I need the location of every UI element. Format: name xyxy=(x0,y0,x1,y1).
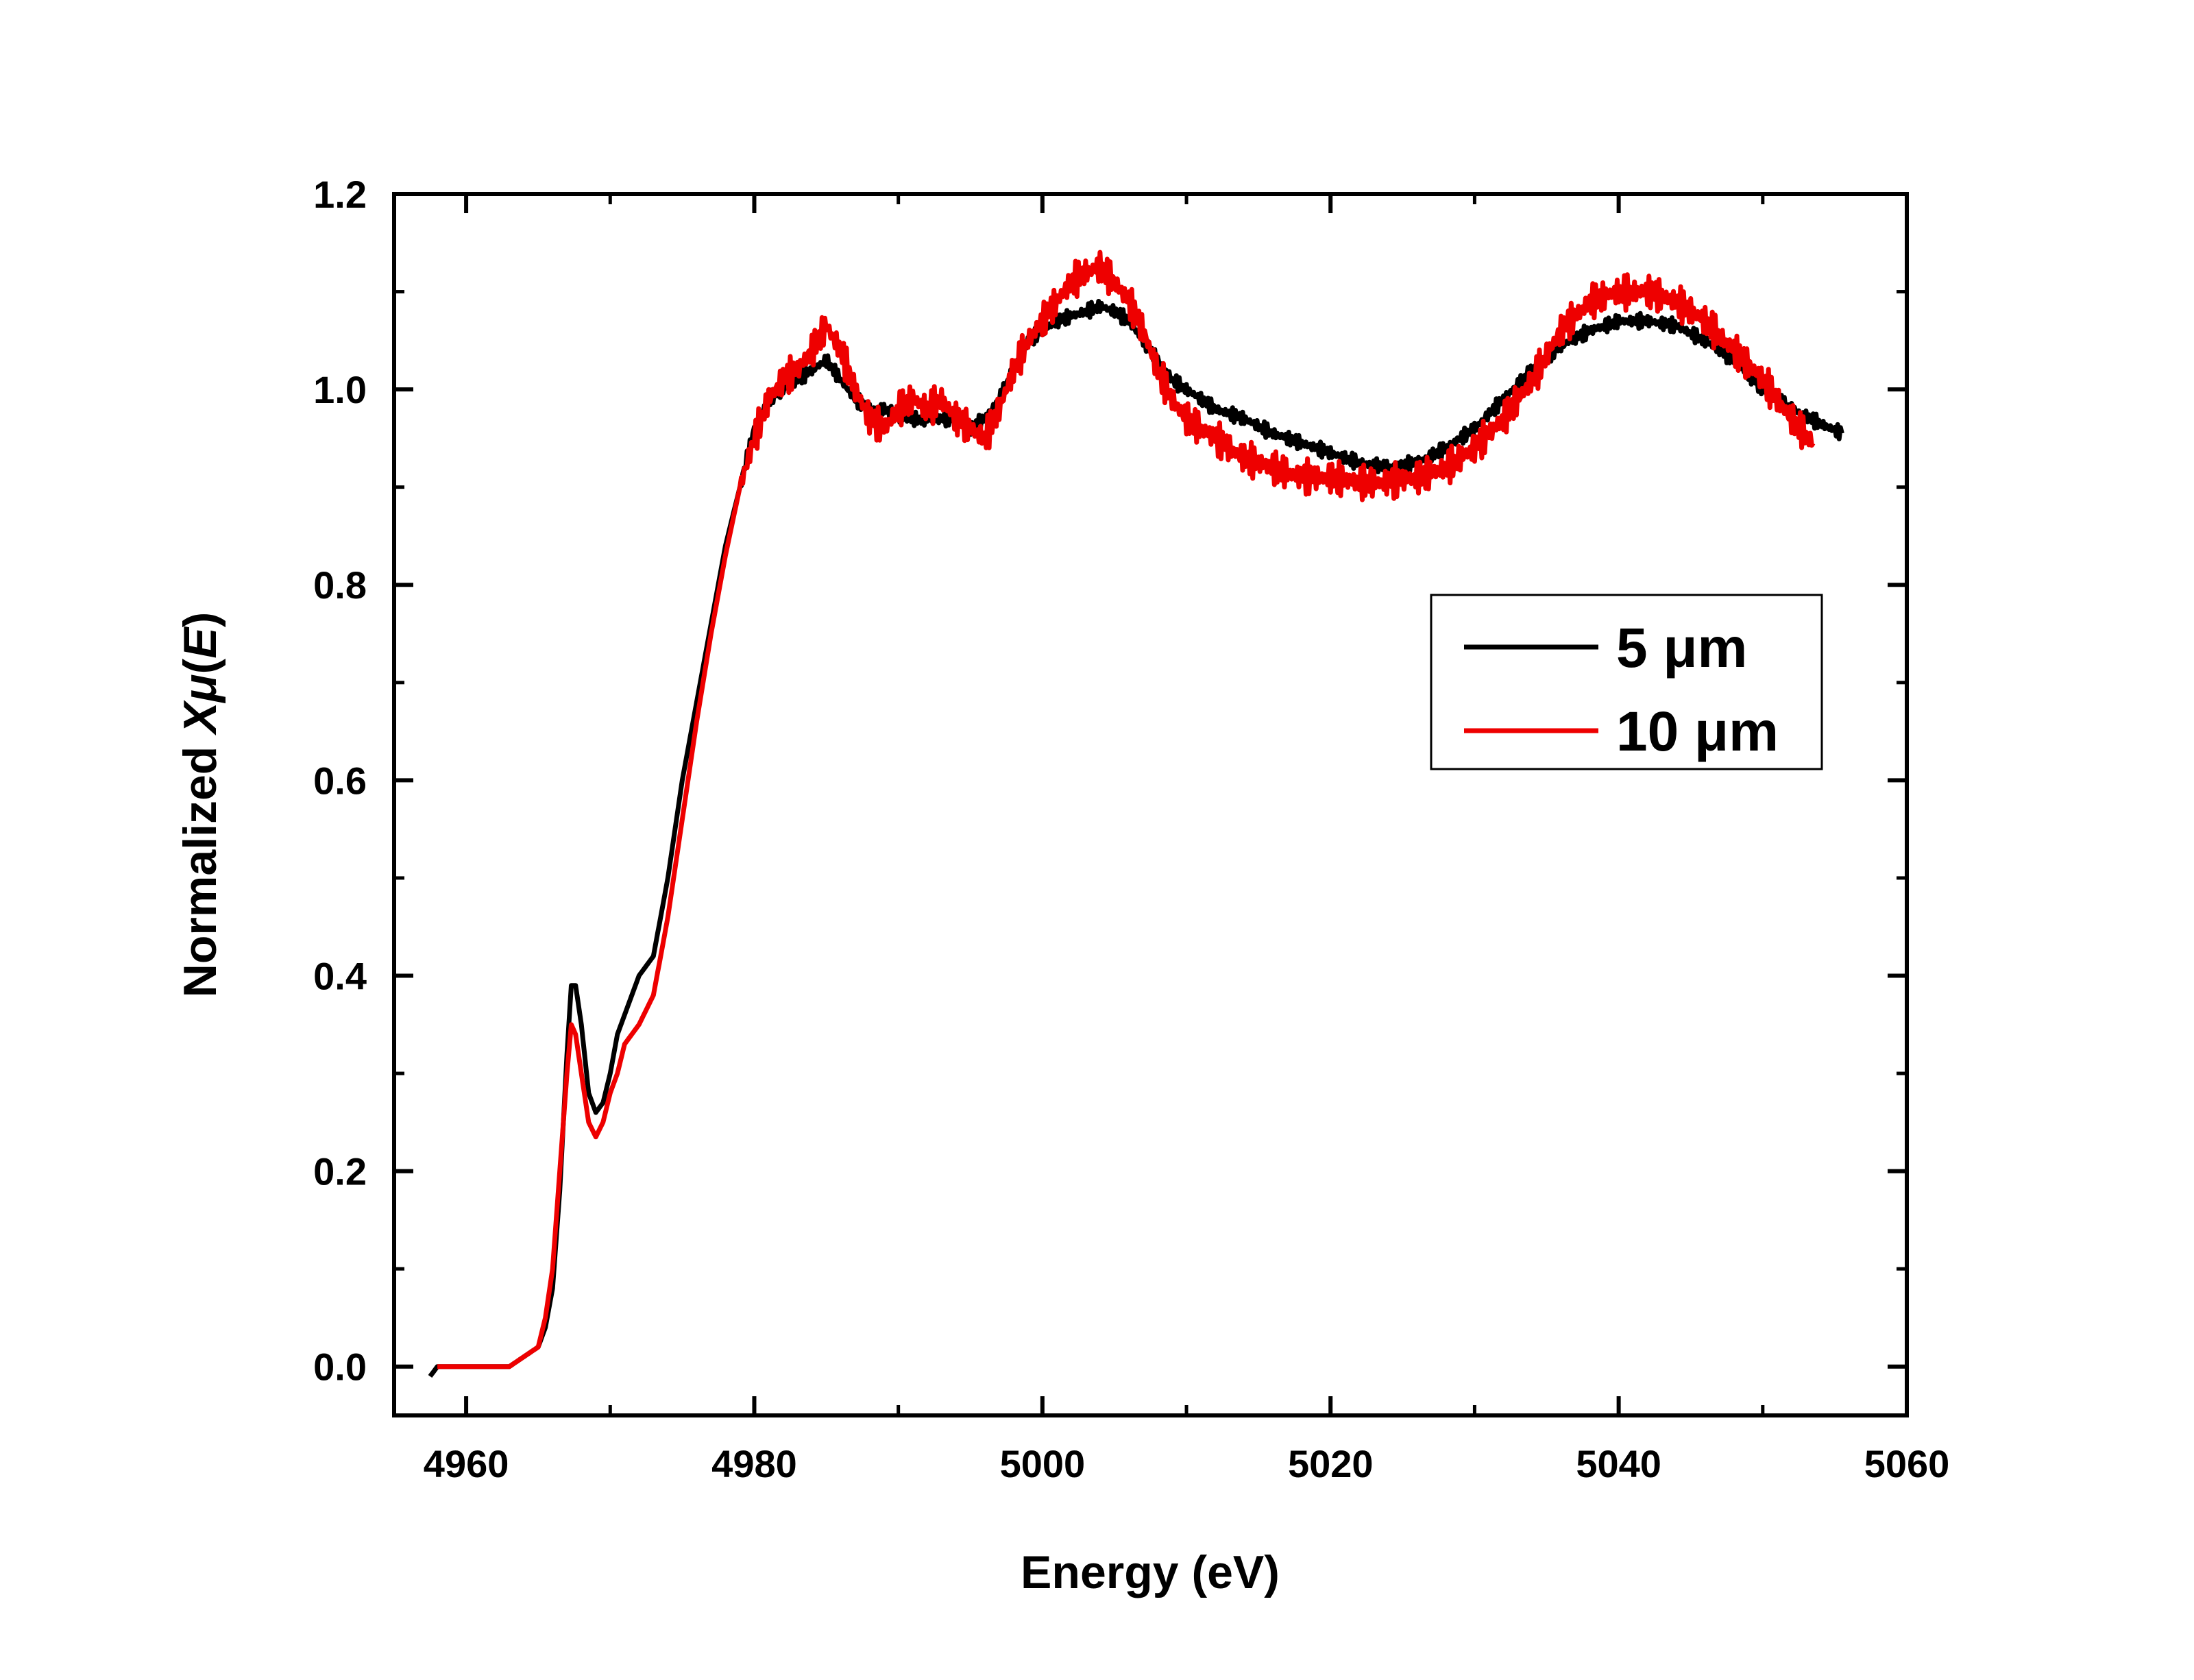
plot-area: 4960 4980 5000 5020 5040 5060 0.0 0.2 0.4 0.6 0.8… xyxy=(313,173,1949,1485)
x-axis-ticks: 4960 4980 5000 5020 5040 5060 xyxy=(424,194,1949,1485)
x-axis-title: Energy (eV) xyxy=(1021,1546,1280,1598)
y-axis-title-argument: E xyxy=(174,626,226,659)
plot-frame xyxy=(392,192,1909,1417)
legend-box xyxy=(1430,594,1823,770)
x-tick-label: 5060 xyxy=(1864,1442,1950,1485)
legend-label-10um: 10 μm xyxy=(1616,701,1779,763)
y-tick-label: 0.6 xyxy=(313,759,367,802)
legend: 5 μm 10 μm xyxy=(1430,594,1823,770)
x-tick-label: 5000 xyxy=(1000,1442,1086,1485)
series-layer xyxy=(428,249,1844,1378)
x-tick-label: 4980 xyxy=(711,1442,797,1485)
y-tick-label: 0.2 xyxy=(313,1150,367,1193)
legend-label-5um: 5 μm xyxy=(1616,617,1747,679)
y-axis-title-variable: Xμ xyxy=(174,674,226,735)
y-axis-title-close-paren: ) xyxy=(174,612,226,628)
y-tick-label: 0.0 xyxy=(313,1346,367,1389)
y-axis-title: Normalized Xμ(E) xyxy=(174,612,226,997)
series-line-5um xyxy=(428,299,1844,1378)
y-axis-title-prefix: Normalized xyxy=(174,733,226,997)
series-line-10um xyxy=(436,249,1816,1369)
y-tick-label: 0.4 xyxy=(313,954,367,997)
y-axis-title-open-paren: ( xyxy=(174,658,226,674)
x-tick-label: 5040 xyxy=(1576,1442,1661,1485)
y-tick-label: 0.8 xyxy=(313,563,367,607)
y-axis-ticks: 0.0 0.2 0.4 0.6 0.8 1.0 1.2 xyxy=(313,173,1907,1389)
x-tick-label: 4960 xyxy=(424,1442,509,1485)
y-tick-label: 1.2 xyxy=(313,173,367,216)
y-tick-label: 1.0 xyxy=(313,368,367,411)
x-tick-label: 5020 xyxy=(1288,1442,1374,1485)
